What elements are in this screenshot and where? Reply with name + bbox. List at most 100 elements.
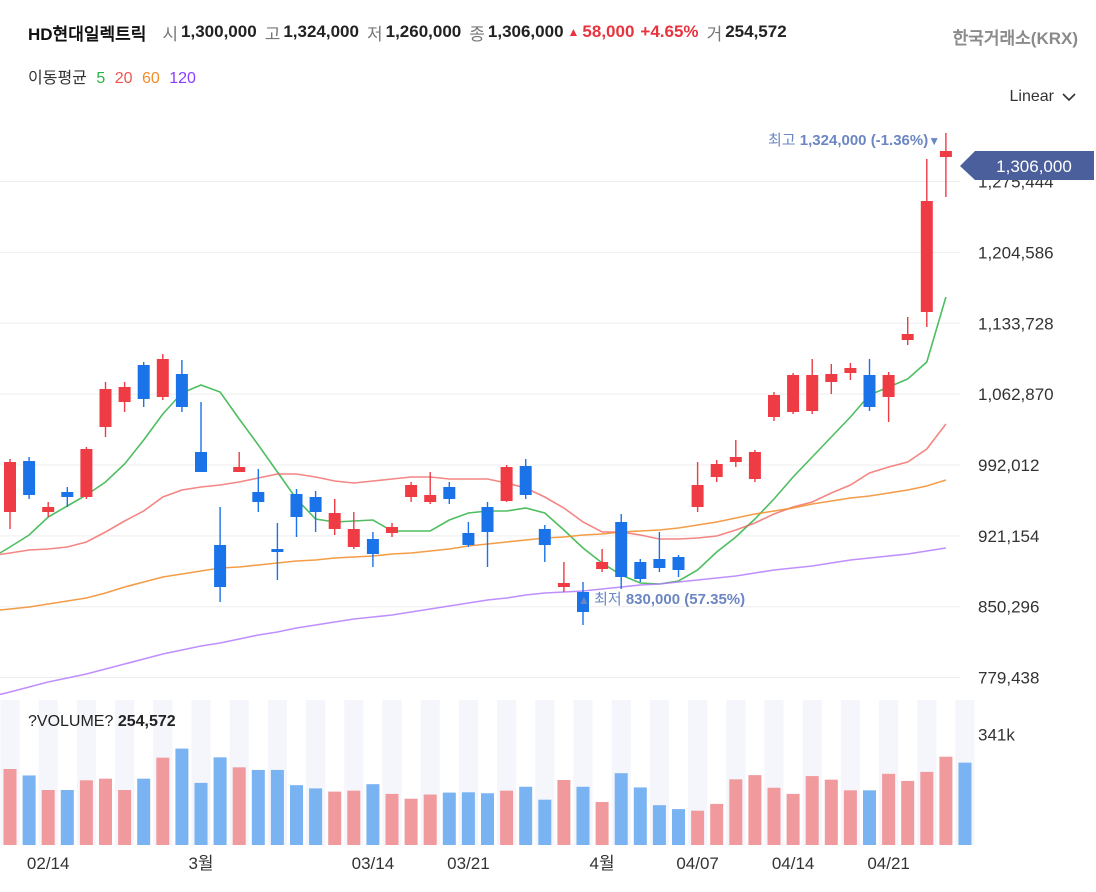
candle-body — [328, 513, 341, 529]
close-value: 1,306,000 — [487, 22, 564, 41]
volume-bar — [691, 810, 705, 845]
candle-body — [366, 539, 379, 554]
candle-body — [214, 545, 227, 587]
date-tick-label: 03/14 — [352, 854, 395, 873]
scale-dropdown[interactable]: Linear — [1010, 88, 1076, 106]
date-tick-label: 04/21 — [867, 854, 910, 873]
ma-5-line — [0, 296, 947, 585]
price-tick-label: 1,133,728 — [978, 314, 1054, 333]
volume-bar — [99, 778, 112, 845]
volume-bar — [863, 790, 876, 845]
candle-body — [156, 359, 169, 397]
candle-body — [500, 467, 513, 501]
candle-body — [748, 452, 761, 479]
volume-bar — [786, 793, 800, 845]
candle-body — [118, 387, 131, 402]
candle-body — [538, 529, 551, 545]
low-value: 1,260,000 — [385, 22, 462, 41]
candle-body — [577, 592, 589, 612]
volume-value: 254,572 — [725, 22, 787, 41]
candle-body — [195, 452, 207, 472]
price-gridlines — [0, 181, 960, 679]
volume-bar — [404, 798, 418, 845]
volume-bar — [767, 787, 781, 845]
ma-20-label[interactable]: 20 — [114, 70, 133, 87]
candle-body — [233, 467, 246, 472]
candle-body — [825, 374, 838, 382]
volume-bar — [652, 805, 666, 845]
volume-bar — [118, 790, 132, 845]
volume-bar — [251, 769, 265, 845]
volume-bar — [213, 757, 227, 845]
volume-bar — [22, 775, 36, 845]
volume-bar — [958, 762, 972, 845]
candle-body — [252, 492, 265, 502]
open-value: 1,300,000 — [181, 22, 257, 41]
candle-body — [61, 492, 74, 497]
close-label: 종 — [469, 24, 485, 44]
scale-value: Linear — [1009, 88, 1054, 105]
candle-body — [137, 365, 150, 399]
ma-120-line — [0, 547, 947, 696]
high-label: 고 — [264, 24, 281, 44]
price-tick-label: 850,296 — [978, 598, 1039, 617]
volume-bar — [939, 756, 953, 845]
volume-bar — [500, 790, 514, 845]
stock-name[interactable]: HD현대일렉트릭 — [28, 24, 147, 44]
price-tick-label: 1,204,586 — [978, 243, 1054, 262]
volume-bar — [576, 786, 590, 845]
date-tick-label: 4월 — [590, 854, 615, 873]
candle-body — [768, 395, 780, 417]
candle-body — [462, 533, 475, 545]
moving-average-legend: 이동평균 5 20 60 120 — [28, 64, 201, 88]
change-percent: +4.65% — [640, 22, 699, 41]
volume-bar — [729, 779, 743, 845]
up-triangle-icon: ▲ — [567, 25, 580, 39]
volume-bar — [232, 767, 246, 845]
volume-bar — [137, 778, 151, 845]
candle-body — [729, 457, 742, 462]
price-tick-label: 992,012 — [978, 456, 1039, 475]
candle-body — [901, 334, 914, 340]
candle-body — [710, 464, 723, 477]
candlesticks — [4, 133, 952, 625]
candle-body — [4, 462, 16, 512]
candle-body — [863, 375, 876, 407]
price-tick-label: 921,154 — [978, 527, 1039, 546]
price-axis: 1,275,4441,204,5861,133,7281,062,870992,… — [978, 173, 1054, 745]
price-tick-label: 1,062,870 — [978, 385, 1054, 404]
volume-bar — [824, 779, 838, 845]
open-label: 시 — [162, 24, 179, 44]
volume-bar — [481, 793, 494, 845]
chevron-down-icon — [1062, 93, 1076, 102]
ma-5-label[interactable]: 5 — [96, 70, 106, 87]
candle-body — [42, 507, 55, 512]
volume-bar — [290, 785, 303, 845]
ma-60-label[interactable]: 60 — [141, 70, 160, 87]
volume-bar — [595, 801, 609, 845]
volume-bar — [423, 794, 437, 845]
price-tick-label: 779,438 — [978, 669, 1039, 688]
date-tick-label: 04/14 — [772, 854, 815, 873]
candle-body — [443, 487, 456, 499]
volume-bar — [633, 787, 647, 845]
date-tick-label: 03/21 — [447, 854, 490, 873]
volume-bars — [3, 748, 972, 845]
candle-body — [99, 389, 112, 427]
candle-body — [386, 527, 398, 533]
volume-bar — [442, 792, 456, 845]
volume-bar — [79, 780, 93, 845]
volume-bar — [920, 771, 934, 845]
candle-body — [634, 562, 647, 579]
change-value: 58,000 — [582, 22, 635, 41]
high-annotation: 최고 1,324,000 (-1.36%)▼ — [768, 132, 940, 149]
volume-bar — [843, 790, 857, 845]
candle-body — [347, 529, 360, 547]
volume-stripe — [688, 700, 708, 845]
ma-120-label[interactable]: 120 — [169, 70, 196, 87]
volume-bar — [901, 780, 915, 845]
candle-body — [80, 449, 93, 497]
candle-body — [691, 485, 704, 507]
volume-panel-label: ?VOLUME? 254,572 — [28, 713, 176, 730]
